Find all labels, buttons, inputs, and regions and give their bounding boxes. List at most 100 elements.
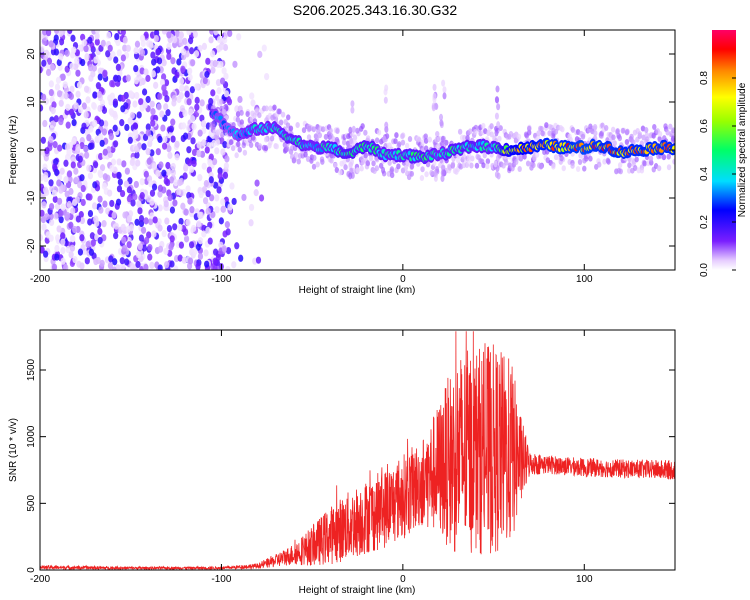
spectrogram-cell [440,175,445,183]
spectrogram-cell [420,166,425,173]
spectrogram-cell [151,58,157,66]
colorbar: 0.0 0.2 0.4 0.6 0.8 Normalized spectral ampl… [699,30,748,277]
spectrogram-cell [58,99,64,107]
spectrogram-cell [592,124,598,131]
spectrogram-cell [194,103,200,111]
spectrogram-cell [120,30,126,36]
spectrogram-cell [466,157,471,164]
spectrogram-cell [177,178,183,187]
spectrogram-cell [42,119,48,128]
spectrogram-cell [481,162,486,169]
spectrogram-cell [124,167,130,175]
spectrogram-cell [69,62,75,70]
spectrogram-cell [108,255,114,263]
spectrogram-cell [145,95,151,104]
spectrogram-cell [643,126,649,133]
spectrogram-cell [163,200,169,208]
spectrogram-cell [620,127,626,134]
spectrogram-cell [303,151,308,158]
spectrogram-cell [648,155,654,162]
spectrogram-cell [97,169,103,177]
spectrogram-cell [173,178,179,187]
spectrogram-cell [75,90,81,98]
spectrogram-cell [384,126,389,134]
spectrogram-cell [355,127,360,134]
spectrogram-cell [48,80,54,88]
spectrogram-cell [217,167,223,175]
y-tick-label: 10 [26,96,37,108]
spectrogram-cell [92,91,98,99]
spectrogram-cell [215,78,222,87]
x-tick-label: 100 [576,574,593,585]
spectrogram-cell [214,206,220,214]
spectrogram-cell [115,264,121,270]
spectrogram-cell [116,171,122,179]
spectrogram-cell [359,165,364,172]
spectrogram-cell [90,239,97,247]
spectrogram-cell [119,257,125,265]
spectrogram-cell [216,87,222,95]
y-tick-label: -10 [26,190,37,205]
spectrogram-cell [153,34,159,43]
spectrogram-cell [208,36,214,44]
spectrogram-cell [225,265,231,270]
spectrogram-cell [455,157,461,164]
spectrogram-cell [203,179,209,188]
spectrogram-cell [442,86,447,94]
spectrogram-cell [126,215,133,223]
spectrogram-cell [441,79,446,87]
spectrogram-cell [272,104,277,111]
spectrogram-cell [170,162,176,171]
spectrogram-cell [220,148,226,156]
spectrogram-cell [625,128,630,135]
spectrogram-cell [185,218,191,227]
spectrogram-cell [72,225,78,234]
spectrogram-cell [105,50,111,58]
y-tick-label: 0 [26,147,37,153]
spectrogram-cell [624,138,630,145]
spectrogram-cell [534,151,540,158]
spectrogram-cell [122,244,128,252]
spectrogram-cell [371,160,376,167]
spectrogram-cell [203,249,209,257]
spectrogram-cell [197,252,204,260]
spectrogram-cell [150,51,156,59]
spectrogram-cell [172,223,178,231]
spectrogram-cell [496,121,501,129]
spectrogram-cell [514,159,519,166]
spectrogram-cell [201,120,207,128]
spectrogram-cell [389,166,395,173]
spectrogram-cell [192,30,198,38]
spectrogram-cell [123,180,130,188]
spectrogram-cell [169,260,175,268]
spectrogram-cell [105,31,112,39]
spectrogram-cell [307,125,312,132]
spectrogram-cell [165,161,171,170]
spectrogram-cell [56,197,63,205]
spectrogram-cell [485,163,490,170]
spectrogram-cell [209,50,216,58]
spectrogram-cell [334,136,340,143]
spectrogram-cell [276,108,281,115]
spectrogram-cell [368,155,374,162]
spectrogram-cell [363,152,368,159]
spectrogram-cell [135,250,142,259]
spectrogram-cell [551,163,556,170]
spectrogram-cell [338,169,343,176]
spectrogram-cell [111,266,117,270]
spectrogram-cell [255,256,262,264]
spectrogram-cell [258,194,265,202]
spectrogram-cell [348,172,353,180]
snr-xlabel: Height of straight line (km) [299,585,416,596]
spectrogram-cell [70,207,76,215]
spectrogram-cells [40,30,675,270]
spectrogram-cell [143,68,149,76]
spectrogram-cell [54,83,61,91]
spectrogram-cell [167,194,173,202]
spectrogram-cell [180,48,187,56]
spectrogram-cell [49,125,55,133]
spectrogram-cell [55,234,61,242]
spectrogram-cell [139,49,146,57]
spectrogram-cell [252,112,257,119]
